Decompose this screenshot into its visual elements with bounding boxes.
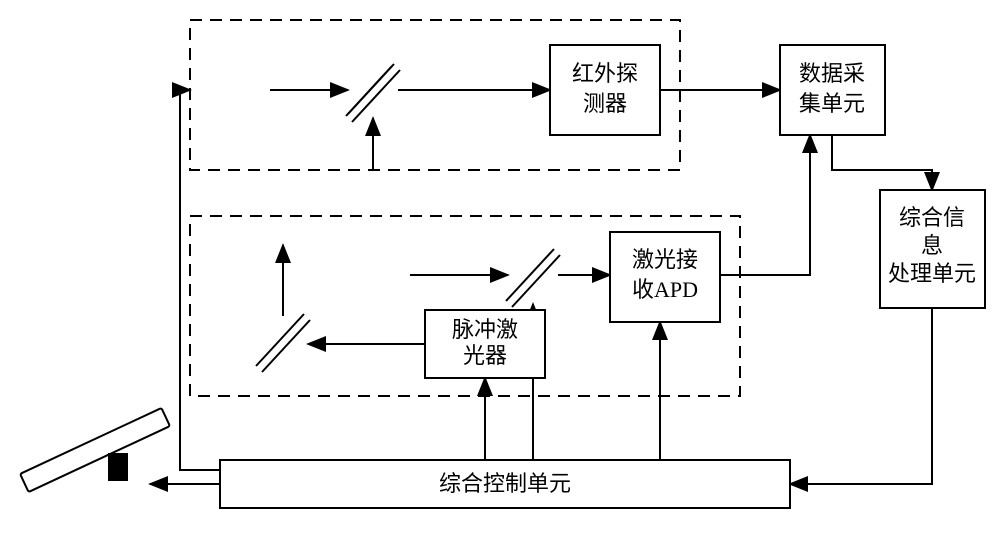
pulse-laser-label-2: 光器 (463, 343, 507, 368)
scanner-sensor (108, 453, 128, 481)
info-proc-block: 综合信 息 处理单元 (880, 190, 985, 308)
arrow-ctrl-left-up (180, 90, 220, 470)
info-proc-label-2: 息 (921, 233, 943, 258)
data-acq-label-1: 数据采 (799, 61, 865, 86)
scanner-mirror (20, 408, 170, 492)
optic-laser-rx (506, 249, 560, 307)
info-proc-label-3: 处理单元 (888, 261, 976, 286)
ir-detector-label-1: 红外探 (572, 61, 638, 86)
laser-rx-block: 激光接 收APD (610, 232, 720, 322)
laser-rx-label-2: 收APD (632, 277, 698, 302)
info-proc-label-1: 综合信 (899, 205, 965, 230)
ir-detector-label-2: 测器 (583, 91, 627, 116)
optic-laser-tx (256, 314, 310, 372)
ctrl-unit-label: 综合控制单元 (439, 471, 571, 496)
arrow-daq-to-info (832, 135, 932, 190)
arrow-info-to-ctrl (790, 308, 932, 484)
ir-detector-block: 红外探 测器 (550, 45, 660, 135)
data-acq-label-2: 集单元 (799, 91, 865, 116)
pulse-laser-block: 脉冲激 光器 (425, 310, 545, 378)
data-acq-block: 数据采 集单元 (780, 45, 885, 135)
laser-rx-label-1: 激光接 (632, 247, 698, 272)
arrow-apd-to-daq (720, 135, 810, 275)
optic-ir (346, 64, 400, 122)
pulse-laser-label-1: 脉冲激 (452, 317, 518, 342)
ctrl-unit-block: 综合控制单元 (220, 460, 790, 508)
